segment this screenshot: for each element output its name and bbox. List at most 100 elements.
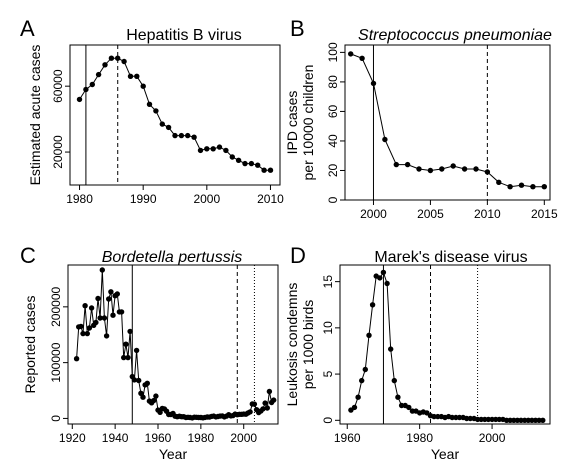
x-tick-label: 1980 [406, 431, 433, 445]
data-point [369, 302, 376, 308]
plot-frame [69, 44, 281, 186]
data-point [127, 73, 134, 80]
data-point [348, 51, 354, 57]
data-point [99, 267, 106, 273]
data-point [127, 328, 133, 335]
data-point [262, 400, 268, 406]
y-axis-label: Leukosis condemns [284, 283, 300, 407]
series-line [350, 53, 545, 188]
data-point [507, 184, 513, 190]
plot-frame [339, 264, 551, 425]
data-point [427, 167, 434, 174]
panel-letter-a: A [20, 16, 35, 41]
data-point [518, 417, 524, 423]
y-tick-label: 10 [321, 321, 335, 335]
plot-frame [344, 44, 551, 201]
y-axis-label: Estimated acute cases [27, 45, 43, 186]
x-tick-label: 1960 [145, 431, 172, 445]
data-point [450, 163, 456, 169]
data-point [382, 136, 388, 143]
y-tick-label: 20 [326, 163, 340, 177]
data-point [204, 146, 210, 152]
data-point [484, 169, 491, 175]
y-axis-label: Reported cases [22, 295, 38, 393]
data-point [102, 62, 108, 68]
data-point [108, 289, 114, 295]
x-tick-label: 1940 [102, 431, 129, 445]
data-point [395, 394, 401, 400]
panel-letter-d: D [290, 243, 306, 268]
data-point [355, 394, 361, 400]
y-tick-label: 100000 [49, 342, 63, 382]
data-point [172, 132, 178, 139]
plot-frame [67, 264, 279, 425]
x-tick-label: 2010 [474, 207, 501, 221]
chart-title-mareks: Marek's disease virus [374, 249, 527, 266]
data-point [159, 121, 165, 127]
y-tick-label: 5 [321, 370, 335, 377]
series-line [79, 57, 271, 171]
x-tick-label: 2000 [230, 431, 257, 445]
y-tick-label: 0 [326, 196, 340, 203]
chart-title-hepatitis-b: Hepatitis B virus [126, 27, 242, 44]
data-point [235, 157, 242, 163]
data-point [136, 377, 142, 384]
chart-title-bordetella: Bordetella pertussis [102, 249, 243, 266]
data-point [153, 393, 159, 399]
data-point [366, 332, 372, 338]
x-tick-label: 1980 [66, 192, 93, 206]
data-point [191, 134, 197, 140]
y-tick-label: 40 [326, 134, 340, 148]
data-point [248, 160, 255, 167]
x-tick-label: 2010 [257, 192, 284, 206]
data-point [89, 81, 96, 88]
y-tick-label: 60 [326, 104, 340, 118]
data-point [264, 405, 270, 411]
data-point [197, 147, 204, 154]
panel-hepatitis-b: A Hepatitis B virus 1980 1990 2000 2010 2000… [20, 16, 284, 206]
data-point [76, 96, 83, 103]
x-tick-label: 2000 [479, 431, 506, 445]
data-point [115, 55, 121, 61]
data-point [151, 397, 157, 404]
data-point [359, 377, 365, 384]
data-point [267, 167, 274, 173]
data-point [388, 346, 394, 352]
chart-title-streptococcus: Streptococcus pneumoniae [358, 27, 552, 44]
data-point [384, 280, 390, 287]
data-point [370, 80, 377, 87]
x-tick-label: 1920 [59, 431, 86, 445]
data-point [165, 124, 172, 131]
panel-streptococcus: B Streptococcus pneumoniae 2000 2005 2010 2… [284, 16, 558, 221]
data-point [393, 161, 399, 168]
data-point [114, 291, 121, 297]
data-point [416, 166, 422, 172]
data-point [362, 366, 368, 373]
y-tick-label: 60000 [51, 69, 65, 103]
data-point [88, 305, 95, 311]
data-point [118, 309, 125, 315]
y-axis-label: per 10000 children [300, 65, 316, 181]
data-point [266, 388, 273, 395]
data-point [140, 394, 146, 400]
data-point [153, 108, 159, 114]
panel-bordetella: C Bordetella pertussis 1920 1940 1960 1980 2… [20, 243, 279, 462]
data-point [82, 303, 88, 309]
data-point [261, 167, 267, 173]
data-point [260, 406, 266, 412]
data-point [541, 184, 547, 190]
data-point [540, 417, 546, 423]
x-axis-label: Year [159, 446, 188, 462]
y-axis-label: per 1000 birds [300, 300, 316, 390]
data-point [518, 182, 525, 188]
data-point [134, 73, 140, 80]
data-point [242, 160, 248, 167]
data-point [406, 404, 412, 411]
x-tick-label: 2015 [531, 207, 558, 221]
data-point [229, 154, 235, 160]
data-point [461, 166, 468, 172]
data-point [110, 312, 116, 318]
data-point [439, 166, 445, 172]
data-point [84, 330, 91, 337]
